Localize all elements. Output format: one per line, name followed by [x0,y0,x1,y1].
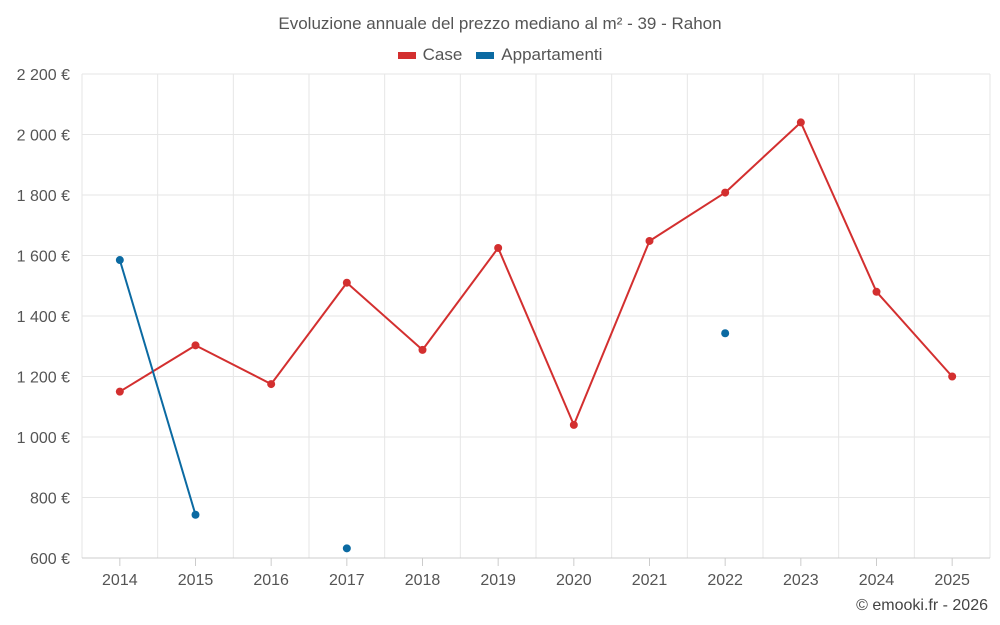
x-tick-label: 2020 [556,572,592,589]
x-tick-label: 2017 [329,572,365,589]
series-line-case [195,344,272,385]
data-point-case [948,372,957,381]
legend-swatch-appartamenti [476,51,495,59]
data-point-case [645,236,654,245]
series-line-case [572,240,651,426]
data-point-case [267,380,276,389]
data-point-case [115,387,124,396]
data-point-case [569,420,578,429]
series-line-case [270,282,348,385]
series-line-case [799,121,878,293]
data-point-appartamenti [115,256,124,265]
data-point-case [418,345,427,354]
series-line-case [119,344,197,393]
series-line-appartamenti [118,259,197,516]
series-line-case [875,291,953,378]
y-tick-label: 2 200 € [17,67,70,84]
data-point-case [191,341,200,350]
legend-swatch-case [397,51,416,59]
data-point-appartamenti [721,329,730,338]
data-point-case [872,287,881,296]
y-tick-label: 1 000 € [17,430,70,447]
y-tick-label: 1 800 € [17,188,70,205]
x-tick-label: 2025 [934,572,970,589]
legend-label-case: Case [422,45,463,64]
data-point-appartamenti [191,510,200,519]
y-tick-label: 1 400 € [17,309,70,326]
credit-text: © emooki.fr - 2026 [856,597,988,614]
legend-label-appartamenti: Appartamenti [501,45,603,64]
x-tick-label: 2016 [253,572,289,589]
legend-item-appartamenti[interactable]: Appartamenti [476,45,602,65]
y-tick-label: 2 000 € [17,128,70,145]
legend: Case Appartamenti [0,45,1000,65]
series-line-case [648,191,726,242]
y-tick-label: 1 200 € [17,370,70,387]
x-tick-label: 2014 [102,572,138,589]
legend-item-case[interactable]: Case [397,45,463,65]
x-tick-label: 2019 [480,572,516,589]
data-point-case [796,118,805,127]
y-tick-label: 600 € [30,551,70,568]
data-point-case [342,278,351,287]
series-line-case [421,247,499,351]
data-point-case [721,188,730,197]
x-tick-label: 2021 [632,572,668,589]
y-tick-label: 800 € [30,491,70,508]
x-tick-label: 2024 [859,572,895,589]
x-tick-label: 2023 [783,572,819,589]
series-line-case [724,121,802,194]
x-tick-label: 2018 [405,572,441,589]
series-line-case [497,247,575,426]
data-point-case [494,243,503,252]
chart-title: Evoluzione annuale del prezzo mediano al… [278,14,722,33]
data-point-appartamenti [342,544,351,553]
y-tick-label: 1 600 € [17,249,70,266]
x-tick-label: 2015 [178,572,214,589]
x-tick-label: 2022 [707,572,743,589]
series-line-case [346,281,424,351]
